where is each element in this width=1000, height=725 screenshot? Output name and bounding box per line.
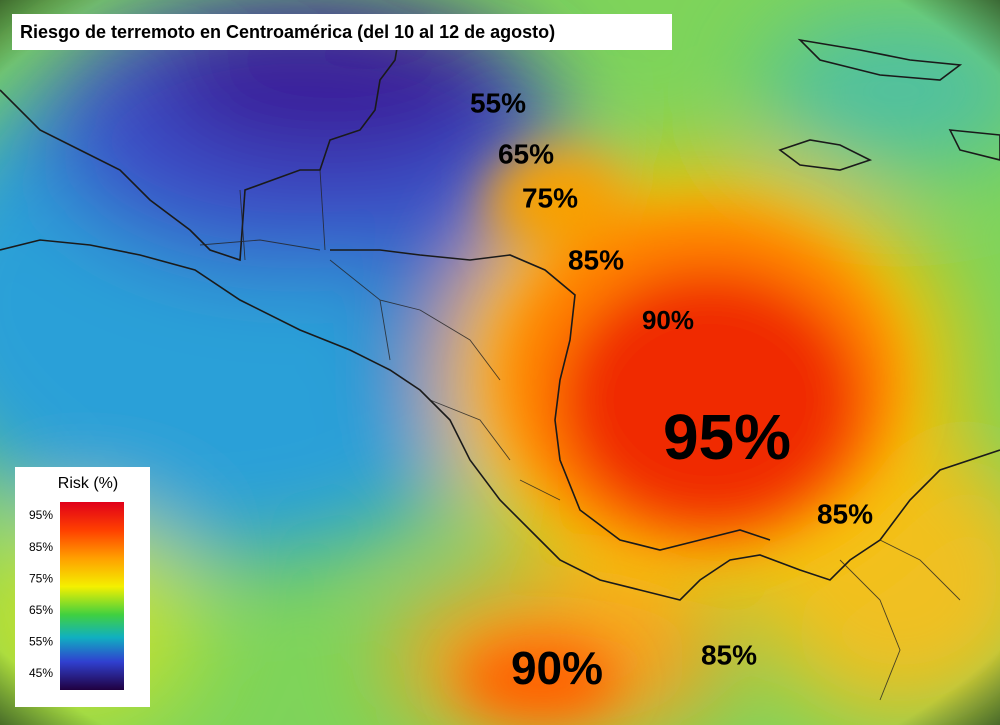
risk-label: 55% [470,87,526,118]
risk-label: 75% [522,182,578,213]
legend-scale [60,502,124,690]
legend-tick-label: 45% [29,666,53,680]
legend-ticks: 95% 85% 75% 65% 55% 45% [29,508,53,680]
legend-tick-label: 55% [29,635,53,649]
risk-label: 90% [642,305,694,335]
title-box [12,14,672,50]
risk-label: 85% [817,498,873,529]
risk-labels: 55% 65% 75% 85% 90% 95% 85% 90% 85% [470,87,873,694]
legend-title: Risk (%) [58,475,118,492]
legend-tick-label: 85% [29,540,53,554]
risk-label: 85% [568,244,624,275]
risk-label: 85% [701,639,757,670]
legend: Risk (%) 95% 85% 75% 65% 55% 45% [15,467,150,707]
risk-label: 95% [663,401,791,473]
title: Riesgo de terremoto en Centroamérica (de… [20,22,555,42]
legend-tick-label: 75% [29,571,53,585]
legend-tick-label: 65% [29,603,53,617]
risk-label: 90% [511,642,603,694]
legend-tick-label: 95% [29,508,53,522]
risk-label: 65% [498,138,554,169]
